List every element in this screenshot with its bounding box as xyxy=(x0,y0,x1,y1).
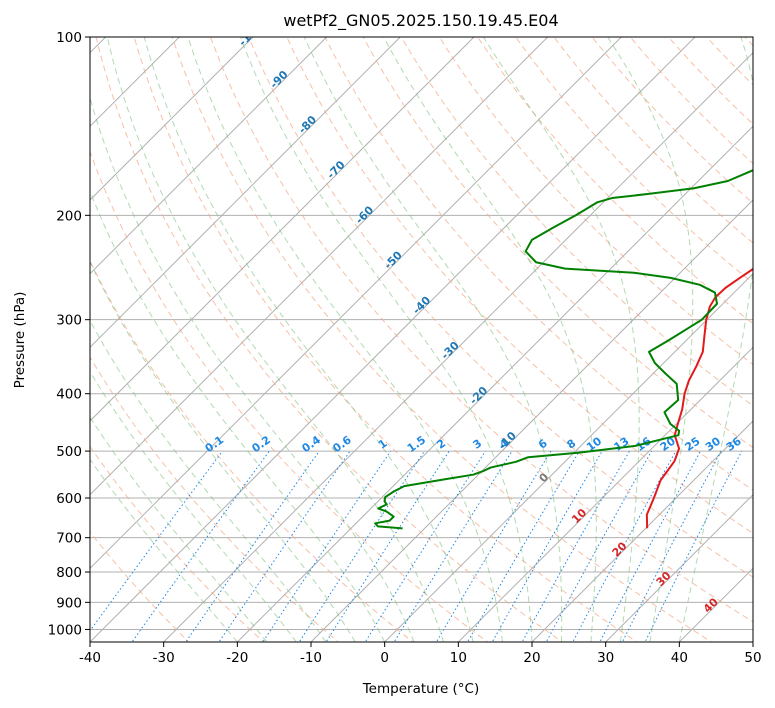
x-tick-label: 20 xyxy=(523,650,540,666)
moist-adiabat-line xyxy=(90,260,356,642)
isotherm-line xyxy=(90,37,623,570)
isotherm-line xyxy=(236,125,753,642)
mixing-ratio-line xyxy=(466,450,580,642)
moist-adiabat-line xyxy=(90,319,327,642)
x-tick-label: 40 xyxy=(671,650,688,666)
dry-adiabat-line xyxy=(90,356,339,642)
x-axis: -40 -30 -20 -10 0 10 20 30 40 50 xyxy=(79,642,762,666)
moist-adiabat-line xyxy=(383,37,597,642)
x-tick-label: -30 xyxy=(153,650,175,666)
dry-adiabat-line xyxy=(133,37,638,642)
moist-adiabat-line xyxy=(90,458,238,642)
isotherm-line xyxy=(90,37,181,128)
isotherm-line xyxy=(90,37,475,422)
moist-adiabat-line xyxy=(90,416,268,642)
moist-adiabat-line xyxy=(90,189,386,642)
isotherm-line xyxy=(531,420,753,642)
moist-adiabat-line xyxy=(678,37,753,642)
isotherm-line xyxy=(457,346,753,642)
x-tick-label: -40 xyxy=(79,650,101,666)
y-tick-label: 400 xyxy=(56,387,82,403)
y-tick-label: 600 xyxy=(56,491,82,507)
dry-adiabat-line xyxy=(90,259,414,642)
profile-lines xyxy=(374,169,753,530)
dry-adiabat-line xyxy=(209,37,753,623)
mixing-ratio-line xyxy=(298,450,425,642)
moist-adiabat-line xyxy=(106,37,445,642)
moist-adiabat-line xyxy=(303,37,563,642)
x-tick-label: -20 xyxy=(226,650,248,666)
mixing-ratio-line xyxy=(218,450,351,642)
y-tick-label: 500 xyxy=(56,444,82,460)
isotherm-line xyxy=(90,37,549,496)
moist-adiabat-line xyxy=(90,96,415,642)
mixing-ratio-line xyxy=(185,450,320,642)
moist-adiabat-line xyxy=(143,37,474,642)
mixing-ratio-line xyxy=(325,450,450,642)
isotherm-line xyxy=(90,37,402,349)
y-tick-label: 900 xyxy=(56,595,82,611)
mixing-ratio-line xyxy=(90,450,223,632)
background-lines xyxy=(90,37,753,642)
isotherm-line xyxy=(383,272,753,642)
moist-adiabat-line xyxy=(187,37,504,642)
isotherm-line xyxy=(90,37,696,642)
dry-adiabat-line xyxy=(90,150,489,642)
x-tick-label: 10 xyxy=(450,650,467,666)
isotherm-line xyxy=(90,37,328,275)
y-tick-label: 100 xyxy=(56,30,82,46)
y-axis: 1000 900 800 700 600 500 400 300 200 100 xyxy=(48,30,90,638)
y-tick-label: 800 xyxy=(56,565,82,581)
mixing-ratio-line xyxy=(621,450,722,642)
plot-frame xyxy=(89,36,754,643)
x-tick-label: 50 xyxy=(744,650,761,666)
moist-adiabat-line xyxy=(90,370,297,642)
chart-title: wetPf2_GN05.2025.150.19.45.E04 xyxy=(283,11,558,31)
moist-adiabat-line xyxy=(239,37,533,642)
y-tick-label: 300 xyxy=(56,313,82,329)
x-tick-label: 30 xyxy=(597,650,614,666)
dry-adiabat-line xyxy=(515,37,753,284)
dry-adiabat-line xyxy=(95,37,564,642)
x-tick-label: -10 xyxy=(300,650,322,666)
y-tick-label: 700 xyxy=(56,531,82,547)
dry-adiabat-line xyxy=(90,445,265,642)
y-tick-label: 1000 xyxy=(48,622,82,638)
isotherm-line xyxy=(604,493,753,642)
isotherm-line xyxy=(90,37,254,201)
mixing-ratio-line xyxy=(572,450,677,642)
mixing-ratio-line xyxy=(393,450,513,642)
dewpoint-profile-line xyxy=(374,169,753,530)
y-axis-label: Pressure (hPa) xyxy=(12,292,28,389)
moist-adiabat-line xyxy=(607,37,694,642)
isotherm-label: -100 xyxy=(236,20,265,49)
mixing-ratio-line xyxy=(262,450,392,642)
isotherm-line xyxy=(310,199,753,642)
x-axis-label: Temperature (°C) xyxy=(362,681,480,697)
mixing-ratio-line xyxy=(131,450,270,642)
moist-adiabat-line xyxy=(482,37,640,642)
mixing-ratio-line xyxy=(599,450,701,642)
x-tick-label: 0 xyxy=(380,650,389,666)
mixing-ratio-line xyxy=(364,450,486,642)
y-tick-label: 200 xyxy=(56,208,82,224)
isotherm-line xyxy=(162,51,753,642)
